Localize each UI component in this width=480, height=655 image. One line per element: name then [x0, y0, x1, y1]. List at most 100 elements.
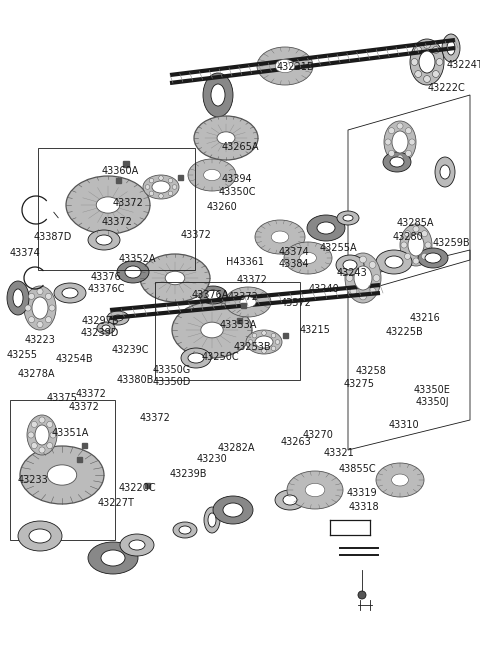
Ellipse shape — [7, 281, 29, 315]
Text: 43233: 43233 — [18, 475, 48, 485]
Circle shape — [406, 150, 411, 157]
Ellipse shape — [97, 322, 115, 334]
Circle shape — [50, 432, 56, 438]
Text: 43250C: 43250C — [201, 352, 239, 362]
Ellipse shape — [107, 311, 129, 325]
Circle shape — [49, 305, 55, 311]
Circle shape — [432, 71, 439, 77]
Ellipse shape — [188, 353, 204, 363]
Bar — [123, 161, 129, 167]
Circle shape — [252, 333, 257, 338]
Ellipse shape — [62, 288, 78, 298]
Circle shape — [411, 58, 418, 66]
Ellipse shape — [179, 526, 191, 534]
Text: 43227T: 43227T — [97, 498, 134, 508]
Circle shape — [145, 185, 150, 189]
Text: 43280: 43280 — [393, 232, 423, 242]
Text: 43224T: 43224T — [447, 60, 480, 70]
Ellipse shape — [32, 297, 48, 319]
Text: 43374: 43374 — [278, 247, 310, 257]
Circle shape — [31, 421, 37, 428]
Ellipse shape — [54, 283, 86, 303]
Ellipse shape — [129, 540, 145, 550]
Circle shape — [28, 293, 35, 299]
Text: 43243: 43243 — [336, 268, 367, 278]
Ellipse shape — [392, 474, 408, 486]
Ellipse shape — [435, 157, 455, 187]
Text: 43255: 43255 — [7, 350, 37, 360]
Ellipse shape — [345, 253, 381, 303]
Ellipse shape — [173, 522, 197, 538]
Text: 43282A: 43282A — [217, 443, 255, 453]
Text: 43394: 43394 — [222, 174, 252, 184]
Text: 43372: 43372 — [113, 198, 144, 208]
Ellipse shape — [20, 446, 104, 504]
Text: 43240: 43240 — [309, 284, 339, 294]
Circle shape — [436, 58, 443, 66]
Ellipse shape — [18, 521, 62, 551]
Text: 43254B: 43254B — [55, 354, 93, 364]
Ellipse shape — [204, 170, 220, 181]
Text: 43221B: 43221B — [276, 62, 314, 72]
Text: 43222C: 43222C — [428, 83, 466, 93]
Ellipse shape — [255, 336, 273, 348]
Ellipse shape — [66, 176, 150, 234]
Ellipse shape — [300, 252, 316, 263]
Ellipse shape — [392, 131, 408, 153]
Circle shape — [388, 128, 395, 134]
Ellipse shape — [206, 290, 220, 300]
Text: 43376: 43376 — [91, 272, 121, 282]
Text: 43350J: 43350J — [415, 397, 449, 407]
Text: 43225B: 43225B — [385, 327, 423, 337]
Circle shape — [271, 333, 276, 338]
Circle shape — [358, 591, 366, 599]
Ellipse shape — [376, 250, 412, 274]
Text: 43353A: 43353A — [219, 320, 257, 330]
Ellipse shape — [400, 224, 432, 266]
Circle shape — [271, 346, 276, 350]
Text: 43350G: 43350G — [153, 365, 191, 375]
Circle shape — [405, 231, 410, 236]
Circle shape — [168, 191, 173, 196]
Ellipse shape — [408, 234, 424, 256]
Bar — [178, 175, 183, 180]
Circle shape — [149, 191, 154, 196]
Ellipse shape — [217, 132, 235, 144]
Text: 43376C: 43376C — [87, 284, 125, 294]
Bar — [38, 148, 195, 270]
Circle shape — [28, 432, 34, 438]
Ellipse shape — [354, 266, 372, 290]
Text: 43259B: 43259B — [432, 238, 470, 248]
Text: 43310: 43310 — [389, 420, 420, 430]
Bar — [116, 178, 121, 183]
Circle shape — [37, 288, 43, 295]
Text: 43372: 43372 — [180, 230, 211, 240]
Text: 43372: 43372 — [228, 292, 258, 302]
Bar — [237, 318, 242, 323]
Circle shape — [350, 288, 357, 295]
Text: 43239B: 43239B — [169, 469, 207, 479]
Ellipse shape — [246, 330, 282, 354]
Bar — [82, 443, 87, 448]
Circle shape — [385, 139, 391, 145]
Text: 43352A: 43352A — [118, 254, 156, 264]
Ellipse shape — [383, 152, 411, 172]
Text: 43350D: 43350D — [153, 377, 191, 387]
Ellipse shape — [35, 425, 49, 445]
Circle shape — [373, 274, 380, 282]
Ellipse shape — [96, 235, 112, 245]
Text: 43351A: 43351A — [51, 428, 89, 438]
Text: 43372: 43372 — [102, 217, 132, 227]
Circle shape — [37, 322, 43, 328]
Text: 43263: 43263 — [281, 437, 312, 447]
Ellipse shape — [152, 181, 170, 193]
Circle shape — [28, 316, 35, 323]
Circle shape — [415, 71, 421, 77]
Text: 43318: 43318 — [348, 502, 379, 512]
Text: 43855C: 43855C — [338, 464, 376, 474]
Ellipse shape — [425, 253, 441, 263]
Circle shape — [369, 261, 376, 269]
Text: 43372: 43372 — [75, 389, 107, 399]
Ellipse shape — [275, 60, 295, 73]
Ellipse shape — [287, 471, 343, 509]
